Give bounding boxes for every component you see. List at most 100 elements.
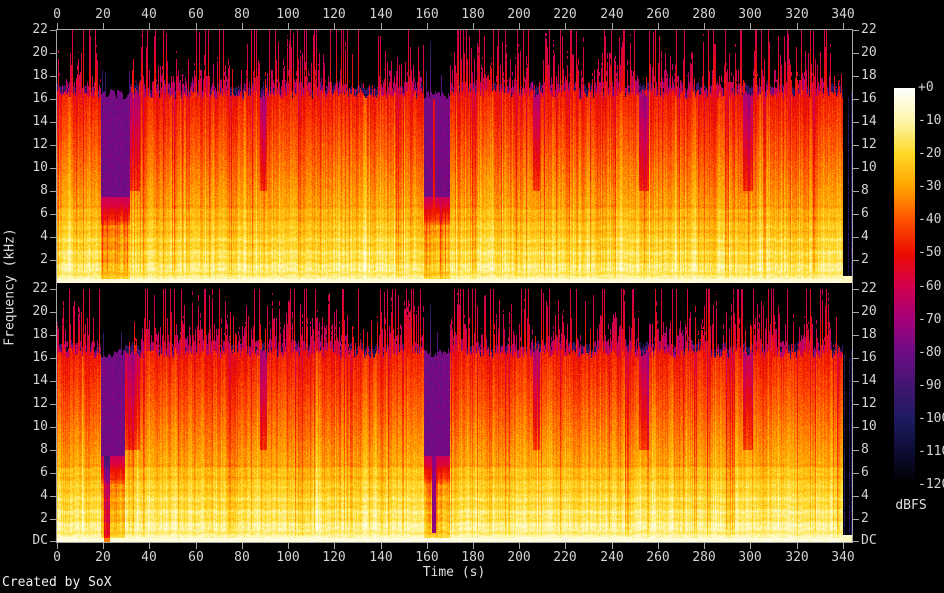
y-tick-label-right: 16 (861, 350, 877, 365)
y-tick-right (853, 99, 859, 100)
x-tick-label-top: 140 (369, 7, 393, 22)
x-tick-label-bottom: 220 (553, 550, 577, 565)
x-tick-bottom (658, 543, 659, 549)
x-tick-top (565, 23, 566, 29)
y-tick-label-left-dc: DC (32, 533, 48, 548)
y-tick-label-left: 8 (40, 183, 48, 198)
y-tick-label-left: 10 (32, 419, 48, 434)
x-tick-top (519, 23, 520, 29)
x-tick-bottom (750, 543, 751, 549)
y-tick-label-left: 20 (32, 45, 48, 60)
y-tick-left (50, 312, 56, 313)
y-tick-right (853, 289, 859, 290)
x-tick-top (473, 23, 474, 29)
colorbar-tick-label: -20 (918, 146, 942, 161)
y-tick-label-left: 18 (32, 327, 48, 342)
y-tick-right (853, 473, 859, 474)
y-tick-left (50, 381, 56, 382)
x-tick-top (149, 23, 150, 29)
y-tick-left (50, 427, 56, 428)
x-tick-top (103, 23, 104, 29)
x-axis-title: Time (s) (422, 565, 486, 580)
y-tick-label-right: 10 (861, 419, 877, 434)
x-tick-top (658, 23, 659, 29)
y-tick-label-right: 16 (861, 91, 877, 106)
x-tick-top (750, 23, 751, 29)
y-tick-label-left: 2 (40, 252, 48, 267)
y-tick-label-left: 2 (40, 511, 48, 526)
x-tick-label-top: 320 (785, 7, 809, 22)
y-tick-label-right: 22 (861, 281, 877, 296)
y-tick-label-right: 14 (861, 373, 877, 388)
y-tick-left (50, 496, 56, 497)
y-tick-left (50, 404, 56, 405)
y-tick-label-right: 18 (861, 327, 877, 342)
y-tick-left (50, 30, 56, 31)
y-tick-right (853, 450, 859, 451)
y-tick-label-right: 2 (861, 252, 869, 267)
x-tick-bottom (565, 543, 566, 549)
plot-border-top (56, 29, 853, 30)
y-tick-label-left: 10 (32, 160, 48, 175)
x-tick-top (57, 23, 58, 29)
x-tick-label-bottom: 260 (646, 550, 670, 565)
x-tick-label-bottom: 320 (785, 550, 809, 565)
x-tick-top (334, 23, 335, 29)
y-tick-label-right: 4 (861, 488, 869, 503)
y-tick-left (50, 99, 56, 100)
y-tick-right (853, 312, 859, 313)
y-tick-right (853, 358, 859, 359)
x-tick-label-bottom: 340 (831, 550, 855, 565)
y-tick-label-left: 6 (40, 465, 48, 480)
y-tick-right (853, 519, 859, 520)
colorbar-title: dBFS (895, 498, 927, 513)
colorbar-tick-label: -40 (918, 212, 942, 227)
y-tick-right (853, 381, 859, 382)
y-tick-left (50, 237, 56, 238)
y-tick-right (853, 168, 859, 169)
x-tick-label-bottom: 240 (600, 550, 624, 565)
x-tick-bottom (797, 543, 798, 549)
x-tick-label-bottom: 180 (461, 550, 485, 565)
y-tick-right (853, 214, 859, 215)
colorbar-tick-label: -60 (918, 279, 942, 294)
y-tick-label-right: 12 (861, 137, 877, 152)
x-tick-label-bottom: 100 (276, 550, 300, 565)
x-tick-bottom (381, 543, 382, 549)
y-tick-left (50, 358, 56, 359)
spectrogram-panel-1 (57, 30, 852, 283)
y-tick-left (50, 335, 56, 336)
y-tick-left (50, 168, 56, 169)
y-tick-right (853, 145, 859, 146)
y-tick-right (853, 237, 859, 238)
x-tick-label-top: 240 (600, 7, 624, 22)
y-tick-right (853, 53, 859, 54)
y-tick-right (853, 30, 859, 31)
y-tick-left (50, 53, 56, 54)
y-tick-label-left: 4 (40, 488, 48, 503)
y-tick-left-dc (50, 541, 56, 542)
x-tick-bottom (57, 543, 58, 549)
y-tick-label-right: 12 (861, 396, 877, 411)
x-tick-label-top: 200 (507, 7, 531, 22)
colorbar-tick-label: +0 (918, 80, 934, 95)
y-tick-label-left: 20 (32, 304, 48, 319)
x-tick-top (196, 23, 197, 29)
x-tick-bottom (427, 543, 428, 549)
x-tick-label-top: 220 (553, 7, 577, 22)
x-tick-label-bottom: 120 (322, 550, 346, 565)
x-tick-label-top: 20 (95, 7, 111, 22)
plot-border-right (852, 29, 853, 543)
x-tick-label-top: 160 (415, 7, 439, 22)
y-tick-left (50, 122, 56, 123)
y-tick-right-dc (853, 541, 859, 542)
y-tick-right (853, 496, 859, 497)
x-tick-label-bottom: 200 (507, 550, 531, 565)
y-tick-label-left: 16 (32, 91, 48, 106)
x-tick-label-bottom: 80 (234, 550, 250, 565)
x-tick-top (288, 23, 289, 29)
y-tick-label-right: 6 (861, 465, 869, 480)
y-tick-label-right: 4 (861, 229, 869, 244)
y-tick-right (853, 191, 859, 192)
